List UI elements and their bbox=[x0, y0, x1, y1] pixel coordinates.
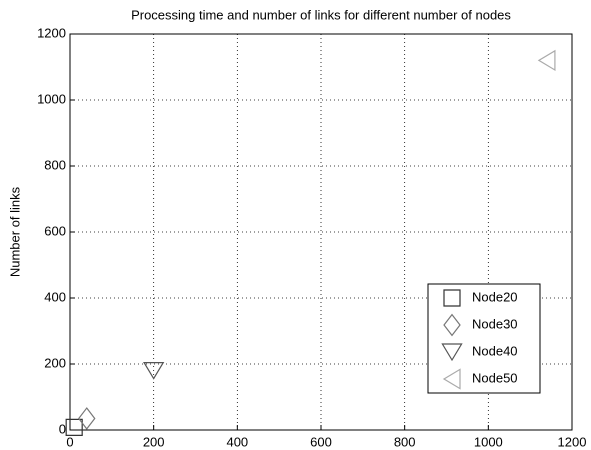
point bbox=[65, 418, 83, 436]
x-tick-label: 1000 bbox=[474, 434, 503, 449]
legend-label: Node30 bbox=[472, 316, 518, 331]
legend-marker bbox=[443, 289, 461, 307]
x-tick-label: 1200 bbox=[558, 434, 587, 449]
x-tick-label: 200 bbox=[143, 434, 165, 449]
y-tick-label: 800 bbox=[44, 157, 66, 172]
x-tick-label: 800 bbox=[394, 434, 416, 449]
legend-label: Node50 bbox=[472, 370, 518, 385]
y-tick-label: 0 bbox=[59, 421, 66, 436]
legend-box bbox=[427, 283, 541, 394]
y-tick-label: 1200 bbox=[37, 25, 66, 40]
legend-marker bbox=[443, 313, 461, 337]
y-tick-label: 1000 bbox=[37, 91, 66, 106]
legend-label: Node20 bbox=[472, 289, 518, 304]
x-tick-label: 0 bbox=[66, 434, 73, 449]
legend-marker bbox=[441, 343, 463, 362]
x-tick-label: 600 bbox=[310, 434, 332, 449]
y-tick-label: 200 bbox=[44, 355, 66, 370]
point bbox=[537, 49, 556, 72]
legend-marker bbox=[442, 368, 461, 390]
x-tick-label: 400 bbox=[226, 434, 248, 449]
point bbox=[143, 362, 165, 380]
chart-title: Processing time and number of links for … bbox=[131, 7, 511, 22]
y-tick-label: 600 bbox=[44, 223, 66, 238]
legend-label: Node40 bbox=[472, 343, 518, 358]
y-axis-label: Number of links bbox=[7, 186, 22, 277]
point bbox=[77, 407, 96, 430]
plot-frame bbox=[69, 33, 573, 431]
y-tick-label: 400 bbox=[44, 289, 66, 304]
